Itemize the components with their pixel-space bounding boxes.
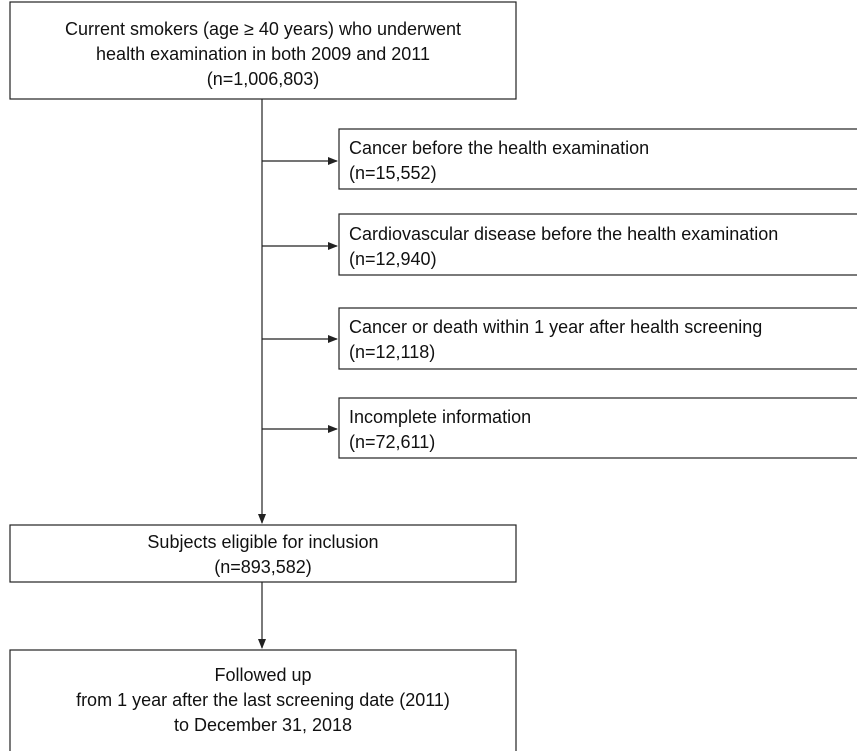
box-text: (n=893,582)	[214, 557, 312, 577]
exclusion-box	[338, 307, 857, 370]
exclusion-box	[338, 128, 857, 190]
exclusion-box	[338, 397, 857, 459]
box-text: Cardiovascular disease before the health…	[349, 224, 778, 244]
box-text: health examination in both 2009 and 2011	[96, 44, 430, 64]
followup-box	[9, 649, 517, 751]
box-text: from 1 year after the last screening dat…	[76, 690, 450, 710]
box-text: (n=12,940)	[349, 249, 437, 269]
box-text: Incomplete information	[349, 407, 531, 427]
box-text: Current smokers (age ≥ 40 years) who und…	[65, 19, 461, 39]
box-text: Cancer before the health examination	[349, 138, 649, 158]
box-text: (n=12,118)	[349, 342, 435, 362]
box-text: (n=15,552)	[349, 163, 437, 183]
start-box	[9, 1, 517, 100]
box-text: Cancer or death within 1 year after heal…	[349, 317, 762, 337]
exclusion-box	[338, 213, 857, 276]
eligible-box	[9, 524, 517, 583]
box-text: (n=72,611)	[349, 432, 435, 452]
box-text: to December 31, 2018	[174, 715, 352, 735]
box-text: Subjects eligible for inclusion	[147, 532, 378, 552]
box-text: Followed up	[214, 665, 311, 685]
box-text: (n=1,006,803)	[207, 69, 320, 89]
